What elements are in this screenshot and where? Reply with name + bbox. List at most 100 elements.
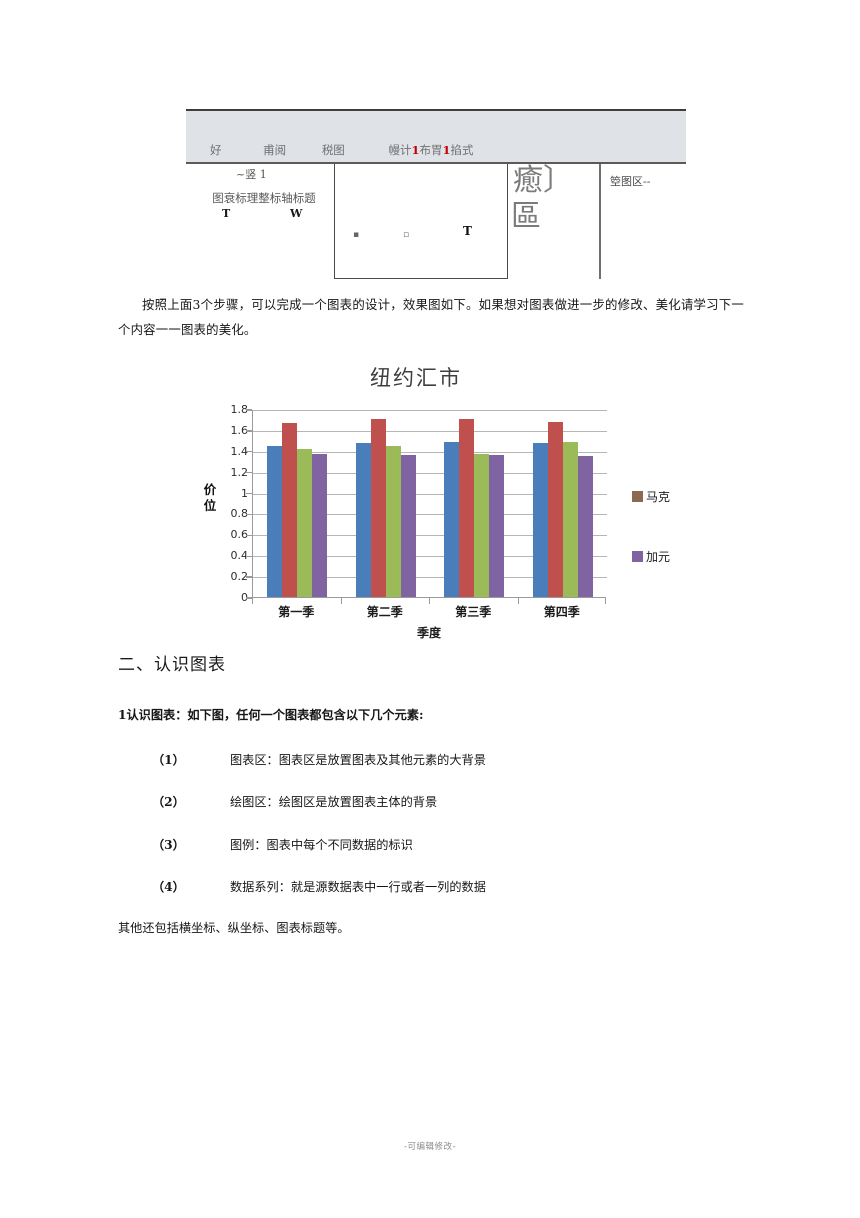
chart-gridline [253, 451, 607, 453]
screenshot-right-label: 箜图区-- [610, 175, 651, 188]
chart-title: 纽约汇市 [370, 366, 462, 390]
chart-bar-group [519, 410, 608, 597]
chart-y-tick-marks [246, 409, 252, 599]
chart-x-tick-marks [252, 598, 606, 604]
chart-bar [282, 422, 298, 597]
chart-y-tick: 0.4 [230, 549, 249, 563]
ribbon-group-suffix: 掐式 [450, 143, 474, 157]
chart-legend-item: 马克 [632, 488, 670, 505]
chart-legend-label: 加元 [646, 550, 671, 564]
chart-gridline [253, 577, 607, 579]
chart-bar [370, 419, 386, 597]
chart-y-tick: 0.6 [230, 528, 249, 542]
chart-gridline [253, 514, 607, 516]
chart-legend-label: 马克 [646, 490, 671, 504]
screenshot-mid-panel: ▪ ▫ T [334, 164, 508, 279]
chart-bar [547, 421, 563, 597]
chart-x-tick: 第四季 [543, 605, 580, 619]
chart-bar [297, 448, 313, 597]
mark-t-left: T [222, 207, 231, 220]
ribbon-group-prefix: 幔计 [388, 143, 412, 157]
ribbon-group-mid: 布胃 [419, 143, 443, 157]
screenshot-vertical-divider [599, 164, 601, 279]
chart-gridline [253, 535, 607, 537]
list-item-number: （1） [152, 753, 185, 767]
ribbon-tab-3[interactable]: 税图 [321, 143, 345, 157]
list-item-text: 图表区：图表区是放置图表及其他元素的大背景 [230, 753, 486, 767]
axis-tiny-label: ~竖 1 [236, 168, 267, 181]
chart-bar-group [430, 410, 519, 597]
chart-bar [355, 443, 371, 597]
chart-legend-swatch-icon [632, 491, 643, 502]
chart-y-tick: 0.8 [230, 507, 249, 521]
chart-y-tick: 0 [241, 591, 248, 604]
ribbon-group-red-2: 1 [442, 143, 451, 157]
chart-gridline [253, 430, 607, 432]
list-item-text: 绘图区：绘图区是放置图表主体的背景 [230, 795, 438, 809]
axis-title-row-label: 图衰标理整标轴标题 [212, 191, 316, 205]
chart-gridline [253, 556, 607, 558]
mark-w-left: W [290, 207, 303, 220]
chart-y-tick: 1.6 [230, 423, 249, 437]
chart-bar [474, 453, 490, 597]
chart-bar [532, 443, 548, 597]
ribbon-tab-strip: 好 甫阅 税图 幔计1布胃1掐式 [198, 142, 678, 162]
screenshot-left-panel: ~竖 1 图衰标理整标轴标题 T W [186, 164, 334, 279]
ribbon-bar [186, 111, 686, 162]
embedded-screenshot-block: 好 甫阅 税图 幔计1布胃1掐式 ~竖 1 图衰标理整标轴标题 T W ▪ ▫ … [186, 109, 686, 279]
ribbon-bottom-rule [186, 162, 686, 164]
chart-y-axis-title: 价位 [203, 482, 217, 513]
chart-plot-area [252, 410, 608, 598]
chart-bar-group [342, 410, 431, 597]
list-item: （1） 图表区：图表区是放置图表及其他元素的大背景 [152, 750, 486, 768]
ribbon-top-rule [186, 109, 686, 111]
chart-y-tick: 1 [241, 486, 248, 500]
chart-x-tick: 第一季 [278, 605, 315, 619]
chart-x-tick: 第二季 [366, 605, 403, 619]
chart-bar [489, 454, 505, 597]
ribbon-tab-2[interactable]: 甫阅 [263, 143, 287, 157]
chart-bar [267, 445, 283, 597]
tail-paragraph: 其他还包括横坐标、纵坐标、图表标题等。 [118, 921, 350, 935]
chart-legend-item: 加元 [632, 548, 670, 565]
ribbon-tab-1[interactable]: 好 [210, 143, 222, 157]
chart-gridline [253, 410, 607, 411]
chart-legend: 马克 加元 [632, 488, 696, 588]
chart-y-tick: 1.2 [230, 465, 249, 479]
mid-mark-2: ▫ [403, 230, 410, 240]
list-item-number: （4） [152, 880, 185, 894]
chart-x-tick: 第三季 [455, 605, 492, 619]
list-item: （2） 绘图区：绘图区是放置图表主体的背景 [152, 792, 437, 810]
chart-bar [459, 419, 475, 597]
list-item-text: 数据系列：就是源数据表中一行或者一列的数据 [230, 880, 486, 894]
list-item-number: （2） [152, 795, 185, 809]
chart-x-axis-title: 季度 [416, 626, 441, 640]
chart-bar [562, 442, 578, 597]
chart-bar [444, 442, 460, 597]
page-footer: -可编辑修改- [403, 1142, 457, 1152]
mid-mark-1: ▪ [353, 230, 360, 240]
chart-bar [312, 453, 328, 597]
list-item: （4） 数据系列：就是源数据表中一行或者一列的数据 [152, 877, 486, 895]
chart-legend-swatch-icon [632, 551, 643, 562]
chart-figure: 纽约汇市 价位 0 0.2 0.4 0.6 0.8 1 1.2 1.4 1.6 1.8 第一季 第二… [196, 360, 696, 650]
screenshot-glyph-panel: 癒〕 區 [511, 164, 596, 279]
chart-y-tick: 0.2 [230, 570, 249, 584]
chart-gridline [253, 493, 607, 495]
chart-y-tick: 1.8 [230, 403, 249, 416]
mid-mark-t: T [463, 224, 472, 238]
glyph-bottom: 區 [511, 199, 541, 234]
lead-paragraph: 1认识图表：如下图，任何一个图表都包含以下几个元素: [118, 708, 424, 722]
ribbon-group-red-1: 1 [411, 143, 420, 157]
chart-bar [385, 445, 401, 597]
list-item-text: 图例：图表中每个不同数据的标识 [230, 838, 413, 852]
section-heading-2: 二、认识图表 [118, 655, 226, 675]
chart-bar [577, 456, 593, 597]
chart-x-tick-labels: 第一季 第二季 第三季 第四季 [252, 603, 606, 621]
chart-bar-group [253, 410, 342, 597]
list-item-number: （3） [152, 838, 185, 852]
chart-y-tick: 1.4 [230, 444, 249, 458]
chart-y-tick-labels: 0 0.2 0.4 0.6 0.8 1 1.2 1.4 1.6 1.8 [218, 403, 249, 604]
ribbon-group-label[interactable]: 幔计1布胃1掐式 [388, 142, 473, 158]
